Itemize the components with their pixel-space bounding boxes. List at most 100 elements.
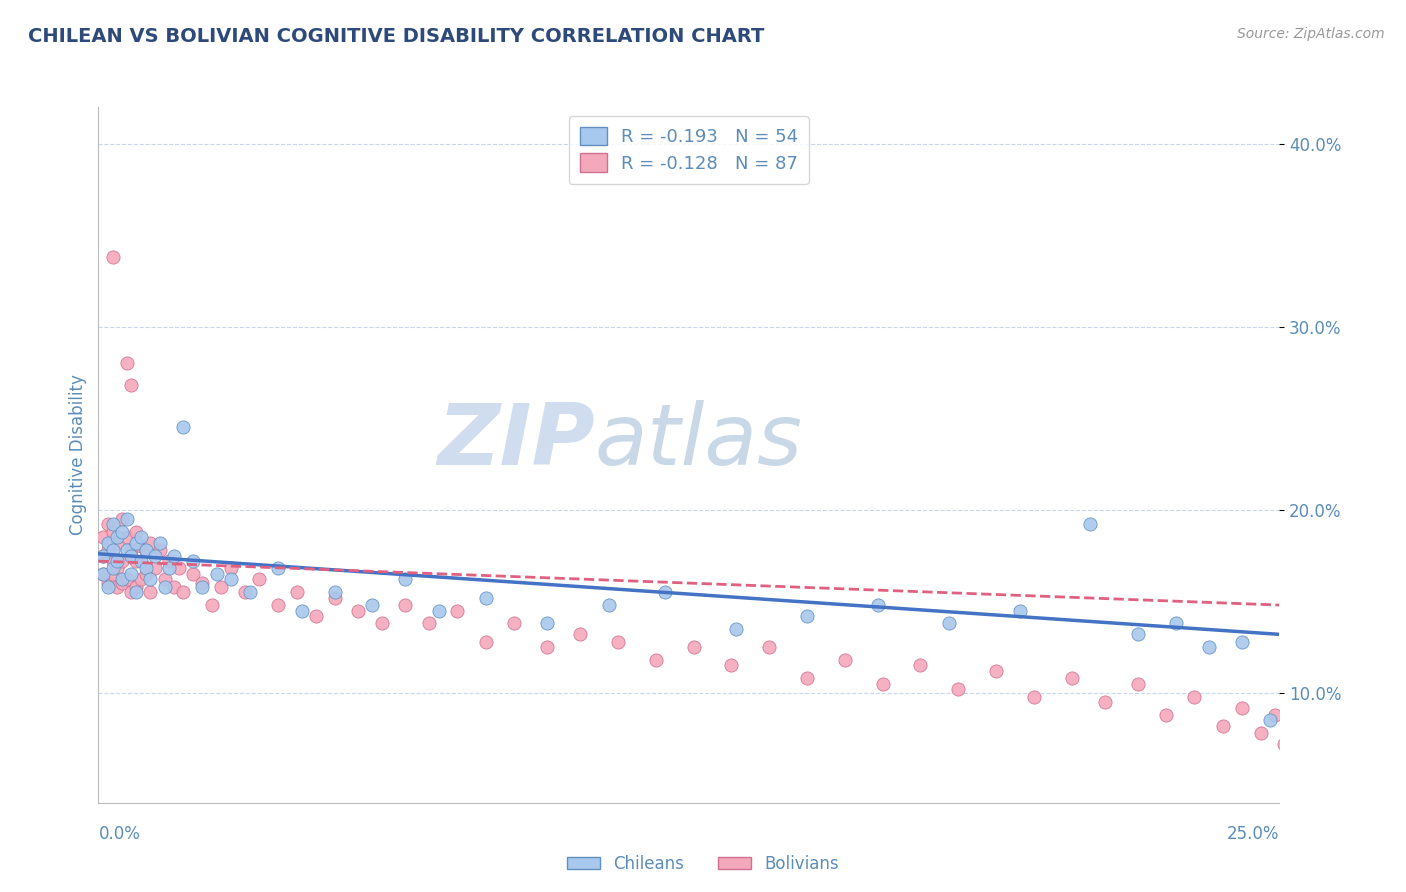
Point	[536, 616, 558, 631]
Point	[1154, 707, 1177, 722]
Point	[157, 561, 180, 575]
Point	[654, 585, 676, 599]
Point	[121, 585, 143, 599]
Point	[938, 616, 960, 631]
Point	[91, 549, 114, 563]
Point	[129, 554, 152, 568]
Point	[101, 543, 124, 558]
Point	[323, 585, 346, 599]
Point	[1184, 690, 1206, 704]
Point	[115, 530, 138, 544]
Point	[1264, 707, 1286, 722]
Point	[361, 598, 384, 612]
Point	[139, 585, 162, 599]
Point	[1320, 737, 1343, 751]
Point	[984, 664, 1007, 678]
Point	[205, 566, 228, 581]
Point	[872, 677, 894, 691]
Point	[536, 640, 558, 655]
Point	[1230, 634, 1253, 648]
Point	[1310, 756, 1333, 770]
Point	[101, 250, 124, 264]
Point	[758, 640, 780, 655]
Point	[105, 561, 128, 575]
Point	[135, 543, 157, 558]
Point	[644, 653, 666, 667]
Point	[598, 598, 620, 612]
Point	[1060, 671, 1083, 685]
Point	[153, 573, 176, 587]
Point	[910, 658, 932, 673]
Point	[796, 609, 818, 624]
Point	[139, 573, 162, 587]
Point	[1022, 690, 1045, 704]
Point	[191, 576, 214, 591]
Point	[115, 512, 138, 526]
Point	[607, 634, 630, 648]
Point	[1282, 719, 1305, 733]
Point	[111, 512, 134, 526]
Point	[111, 524, 134, 539]
Point	[181, 566, 204, 581]
Legend: R = -0.193   N = 54, R = -0.128   N = 87: R = -0.193 N = 54, R = -0.128 N = 87	[569, 116, 808, 184]
Point	[105, 530, 128, 544]
Point	[866, 598, 889, 612]
Point	[267, 561, 290, 575]
Point	[1258, 714, 1281, 728]
Point	[239, 585, 262, 599]
Point	[1164, 616, 1187, 631]
Point	[172, 420, 194, 434]
Point	[371, 616, 394, 631]
Point	[446, 603, 468, 617]
Point	[115, 356, 138, 370]
Point	[285, 585, 308, 599]
Point	[97, 543, 120, 558]
Text: ZIP: ZIP	[437, 400, 595, 483]
Point	[97, 517, 120, 532]
Point	[101, 554, 124, 568]
Point	[149, 536, 172, 550]
Point	[101, 524, 124, 539]
Point	[157, 554, 180, 568]
Point	[1250, 726, 1272, 740]
Point	[111, 573, 134, 587]
Point	[111, 576, 134, 591]
Point	[1126, 627, 1149, 641]
Point	[149, 543, 172, 558]
Point	[569, 627, 592, 641]
Text: 25.0%: 25.0%	[1227, 825, 1279, 843]
Point	[323, 591, 346, 605]
Point	[172, 585, 194, 599]
Point	[191, 580, 214, 594]
Point	[1094, 695, 1116, 709]
Point	[97, 536, 120, 550]
Point	[725, 622, 748, 636]
Point	[125, 585, 148, 599]
Point	[475, 634, 498, 648]
Point	[1302, 726, 1324, 740]
Point	[948, 682, 970, 697]
Point	[1339, 745, 1361, 759]
Point	[125, 536, 148, 550]
Point	[233, 585, 256, 599]
Point	[163, 580, 186, 594]
Point	[1198, 640, 1220, 655]
Point	[394, 598, 416, 612]
Text: Source: ZipAtlas.com: Source: ZipAtlas.com	[1237, 27, 1385, 41]
Point	[101, 566, 124, 581]
Point	[201, 598, 224, 612]
Point	[105, 536, 128, 550]
Point	[125, 580, 148, 594]
Point	[135, 543, 157, 558]
Point	[115, 573, 138, 587]
Point	[219, 573, 242, 587]
Point	[834, 653, 856, 667]
Point	[163, 549, 186, 563]
Point	[129, 540, 152, 554]
Point	[129, 573, 152, 587]
Point	[209, 580, 232, 594]
Point	[91, 549, 114, 563]
Point	[418, 616, 440, 631]
Text: 0.0%: 0.0%	[98, 825, 141, 843]
Point	[97, 576, 120, 591]
